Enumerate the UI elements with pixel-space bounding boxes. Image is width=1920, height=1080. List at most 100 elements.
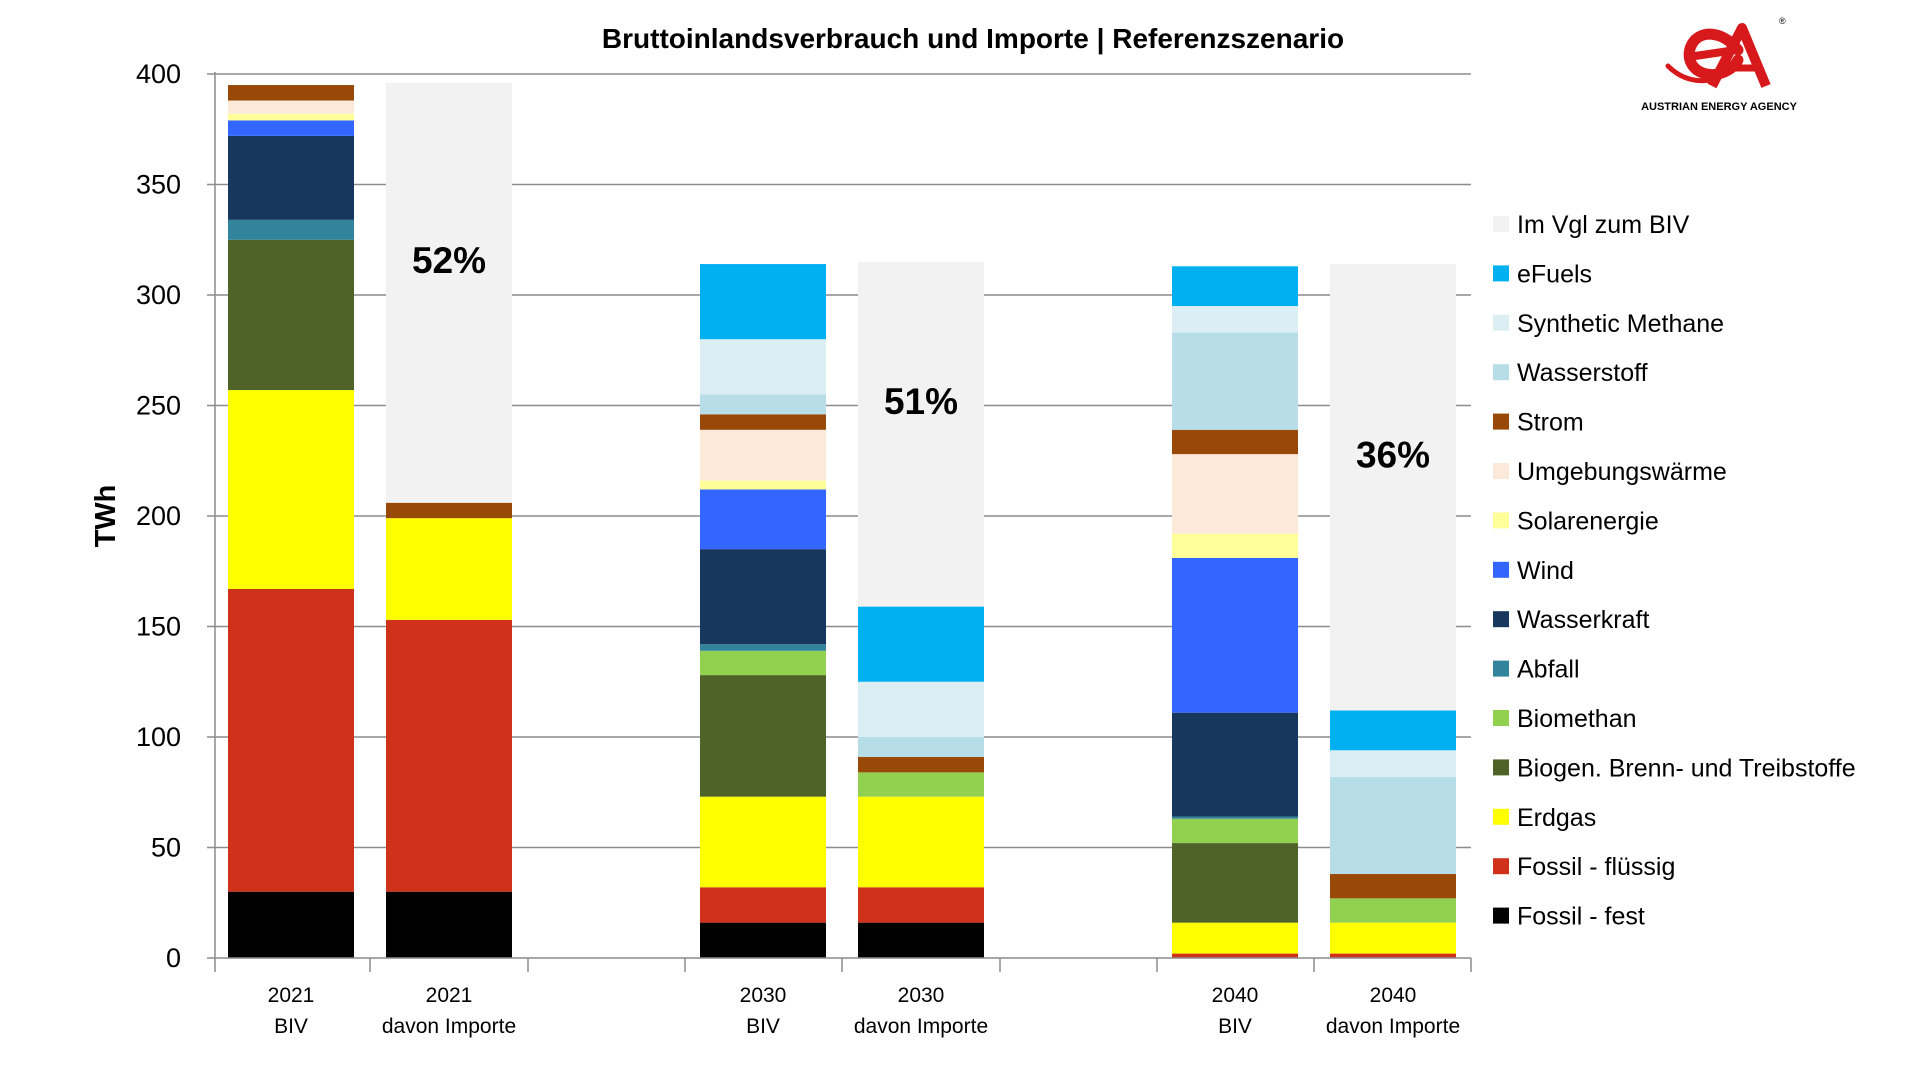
bar-segment xyxy=(700,650,826,676)
bar-segment xyxy=(700,264,826,340)
x-category-label: 2021 xyxy=(426,984,473,1007)
legend-item: Umgebungswärme xyxy=(1493,458,1727,486)
x-category-label: 2030 xyxy=(898,984,945,1007)
bar-segment xyxy=(700,414,826,430)
bar-segment xyxy=(386,518,512,620)
bar-segment xyxy=(228,135,354,220)
x-category-label: BIV xyxy=(274,1015,308,1038)
legend-swatch xyxy=(1493,710,1509,726)
bar-segment xyxy=(228,100,354,114)
bar-segment xyxy=(228,219,354,240)
x-category-label: davon Importe xyxy=(382,1015,516,1038)
legend-item: Im Vgl zum BIV xyxy=(1493,211,1690,239)
bar-segment xyxy=(386,891,512,958)
legend-label: Fossil - fest xyxy=(1517,903,1645,931)
bar-segment xyxy=(858,796,984,888)
bar-segment xyxy=(858,261,984,607)
bar-segment xyxy=(228,85,354,101)
legend-label: Strom xyxy=(1517,409,1584,437)
bar-stack xyxy=(228,85,354,958)
bar-segment xyxy=(858,887,984,923)
bar-segment xyxy=(700,480,826,490)
y-tick-labels: 0 50 100 150 200 250 300 350 400 xyxy=(136,59,181,973)
bar-segment xyxy=(1172,533,1298,558)
bar-segment xyxy=(700,922,826,958)
bar-segment xyxy=(700,429,826,481)
legend-swatch xyxy=(1493,759,1509,776)
bar-segment xyxy=(228,239,354,391)
legend-label: Wasserkraft xyxy=(1517,606,1649,634)
legend-item: Fossil - fest xyxy=(1493,903,1645,931)
y-axis-label: TWh xyxy=(90,485,122,548)
legend-swatch xyxy=(1493,611,1509,628)
legend-label: Solarenergie xyxy=(1517,507,1659,535)
bar-segment xyxy=(1330,264,1456,711)
legend-label: Biomethan xyxy=(1517,705,1637,733)
legend-label: Biogen. Brenn- und Treibstoffe xyxy=(1517,754,1856,782)
bar-segment xyxy=(1330,874,1456,899)
x-category-label: 2021 xyxy=(268,984,315,1007)
bar-segment xyxy=(700,339,826,395)
x-category-label: 2040 xyxy=(1370,984,1417,1007)
legend-item: eFuels xyxy=(1493,260,1592,288)
x-category-label: BIV xyxy=(746,1015,780,1038)
legend-label: Wasserstoff xyxy=(1517,359,1648,387)
bar-segment xyxy=(700,887,826,923)
bar-segment xyxy=(228,891,354,958)
austrian-energy-agency-logo: ® AUSTRIAN ENERGY AGENCY xyxy=(1641,16,1798,113)
bar-segment xyxy=(1172,306,1298,333)
bar-stack xyxy=(700,264,826,958)
bar-segment xyxy=(228,588,354,892)
axes xyxy=(207,72,1472,972)
bar-segment xyxy=(1330,922,1456,954)
bar-segment xyxy=(700,644,826,651)
bar-segment xyxy=(1172,843,1298,923)
bar-segment xyxy=(858,737,984,757)
bar-segment xyxy=(1172,266,1298,307)
y-tick-label: 250 xyxy=(136,391,181,421)
legend-swatch xyxy=(1493,463,1509,479)
legend-label: Erdgas xyxy=(1517,804,1596,832)
bar-segment xyxy=(1172,818,1298,844)
y-tick-label: 300 xyxy=(136,280,181,310)
bar-segment xyxy=(700,549,826,645)
y-tick-label: 50 xyxy=(151,833,181,863)
y-tick-label: 200 xyxy=(136,501,181,531)
bar-segment xyxy=(858,606,984,682)
legend-swatch xyxy=(1493,660,1509,677)
bar-segment xyxy=(1172,429,1298,455)
x-category-label: davon Importe xyxy=(1326,1015,1460,1038)
bar-segment xyxy=(700,796,826,888)
legend-item: Biogen. Brenn- und Treibstoffe xyxy=(1493,754,1856,782)
ea-logo-mark-icon xyxy=(1665,23,1771,89)
import-share-label: 52% xyxy=(412,240,486,281)
import-share-label: 36% xyxy=(1356,434,1430,475)
logo-registered-mark: ® xyxy=(1779,16,1786,26)
bar-segment xyxy=(1172,816,1298,819)
x-category-labels: 2021 BIV 2021 davon Importe 2030 BIV 2030 davon… xyxy=(268,984,1460,1038)
bar-stack xyxy=(858,261,984,958)
x-category-label: BIV xyxy=(1218,1015,1252,1038)
legend-label: Wind xyxy=(1517,557,1574,585)
legend-swatch xyxy=(1493,413,1509,430)
bar-segment xyxy=(1172,712,1298,817)
bar-segment xyxy=(1172,953,1298,958)
bar-segment xyxy=(1172,454,1298,534)
x-category-label: 2030 xyxy=(740,984,787,1007)
chart-title: Bruttoinlandsverbrauch und Importe | Ref… xyxy=(602,23,1344,54)
bar-segment xyxy=(386,82,512,503)
x-category-label: 2040 xyxy=(1212,984,1259,1007)
bar-segment xyxy=(228,120,354,136)
bar-segment xyxy=(858,756,984,773)
bar-segment xyxy=(700,394,826,415)
bar-segment xyxy=(386,502,512,519)
bar-segment xyxy=(1330,776,1456,875)
legend-swatch xyxy=(1493,265,1509,282)
legend-label: Abfall xyxy=(1517,656,1580,684)
bar-stack xyxy=(1172,266,1298,958)
bar-stack xyxy=(386,82,512,958)
bar-segment xyxy=(386,619,512,892)
y-tick-label: 400 xyxy=(136,59,181,89)
legend-swatch xyxy=(1493,216,1509,232)
